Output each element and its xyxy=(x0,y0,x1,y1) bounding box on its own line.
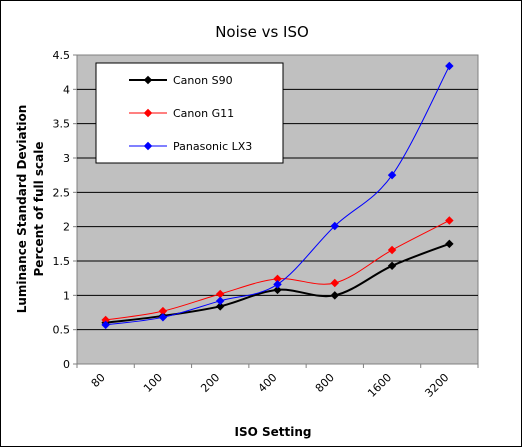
x-tick-label-80: 80 xyxy=(89,371,108,390)
point-canon-g11-3200 xyxy=(445,216,454,225)
point-panasonic-lx3-100 xyxy=(158,313,168,322)
x-tick-label-100: 100 xyxy=(141,371,165,395)
point-canon-g11-1600 xyxy=(387,245,397,255)
y-axis-label-line-1: Luminance Standard Deviation xyxy=(15,105,29,314)
y-tick-label-8: 4 xyxy=(63,83,70,96)
point-canon-s90-1600 xyxy=(387,261,397,271)
legend-marker-canon-s90 xyxy=(143,75,153,85)
y-tick-label-3: 1.5 xyxy=(53,255,71,268)
y-tick-label-0: 0 xyxy=(63,358,70,371)
y-tick-label-9: 4.5 xyxy=(53,49,71,62)
y-tick-label-6: 3 xyxy=(63,152,70,165)
y-tick-label-2: 1 xyxy=(63,289,70,302)
x-tick-label-800: 800 xyxy=(313,371,337,395)
y-tick-label-1: 0.5 xyxy=(53,324,71,337)
point-panasonic-lx3-1600 xyxy=(387,170,397,180)
point-panasonic-lx3-400 xyxy=(273,280,282,289)
legend-marker-canon-g11 xyxy=(143,108,153,118)
point-canon-g11-80 xyxy=(101,315,110,325)
y-tick-label-5: 2.5 xyxy=(53,186,71,199)
point-canon-g11-200 xyxy=(215,289,225,299)
chart-title: Noise vs ISO xyxy=(215,23,309,41)
x-axis-ticks: 80 100 200 400 800 1600 3200 xyxy=(76,364,479,400)
point-canon-g11-100 xyxy=(158,306,168,316)
series-panasonic-lx3 xyxy=(101,61,454,330)
point-panasonic-lx3-80 xyxy=(101,320,110,330)
legend-label-canon-g11: Canon G11 xyxy=(173,107,234,120)
y-axis-label-line-2: Percent of full scale xyxy=(32,142,46,277)
legend-label-panasonic-lx3: Panasonic LX3 xyxy=(173,140,252,153)
point-panasonic-lx3-800 xyxy=(330,221,340,231)
legend-marker-panasonic-lx3 xyxy=(143,141,153,151)
legend: Canon S90 Canon G11 Panasonic LX3 xyxy=(95,62,284,164)
series-canon-g11 xyxy=(101,216,454,325)
point-canon-s90-200 xyxy=(215,302,225,311)
y-tick-label-4: 2 xyxy=(63,221,70,234)
legend-label-canon-s90: Canon S90 xyxy=(173,74,233,87)
point-canon-s90-3200 xyxy=(445,239,454,249)
y-tick-label-7: 3.5 xyxy=(53,118,71,131)
series-layer xyxy=(101,61,454,330)
y-axis-ticks: 0 0.5 1 1.5 2 2.5 3 3.5 4 4.5 xyxy=(53,49,77,371)
x-axis-label: ISO Setting xyxy=(235,425,312,439)
x-tick-label-1600: 1600 xyxy=(365,371,394,400)
x-tick-label-200: 200 xyxy=(198,371,222,395)
point-panasonic-lx3-200 xyxy=(215,296,225,306)
point-canon-g11-800 xyxy=(330,278,340,288)
x-tick-label-3200: 3200 xyxy=(422,371,451,400)
point-canon-s90-400 xyxy=(273,285,282,295)
point-canon-g11-400 xyxy=(273,274,282,284)
legend-box xyxy=(95,62,284,164)
point-canon-s90-800 xyxy=(330,291,340,300)
x-tick-label-400: 400 xyxy=(256,371,280,395)
